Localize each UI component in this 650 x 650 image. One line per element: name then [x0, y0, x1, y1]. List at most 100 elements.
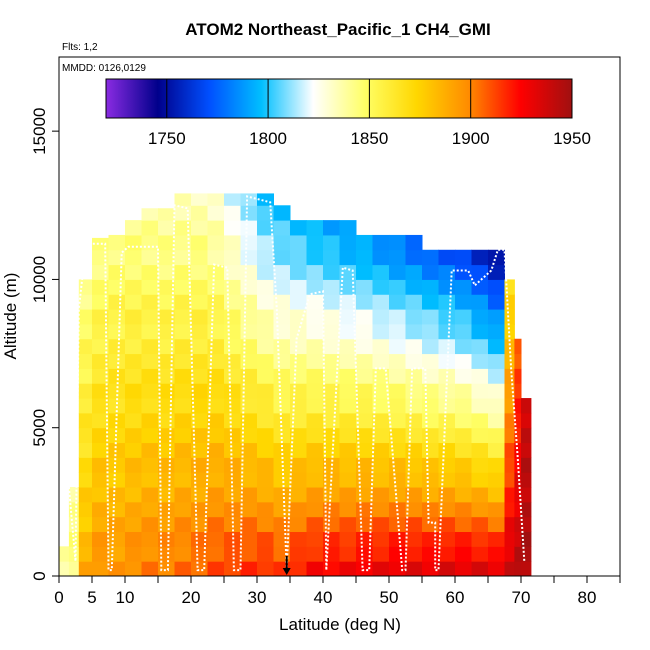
- heatmap-cell: [224, 398, 241, 414]
- heatmap-cell: [306, 279, 324, 295]
- heatmap-cell: [125, 442, 142, 458]
- heatmap-cell: [339, 412, 357, 429]
- heatmap-cell: [323, 487, 340, 503]
- heatmap-cell: [422, 531, 439, 547]
- heatmap-cell: [488, 487, 505, 503]
- heatmap-cell: [141, 546, 159, 562]
- heatmap-cell: [191, 264, 208, 280]
- heatmap-cell: [108, 353, 126, 369]
- heatmap-cell: [191, 338, 208, 355]
- heatmap-cell: [455, 472, 472, 488]
- heatmap-cell: [438, 323, 456, 340]
- heatmap-cell: [92, 501, 109, 518]
- heatmap-cell: [191, 234, 208, 251]
- heatmap-cell: [158, 220, 175, 236]
- latitude-marker: [282, 556, 291, 575]
- heatmap-cell: [240, 472, 258, 488]
- heatmap-cell: [356, 457, 373, 473]
- heatmap-cell: [257, 472, 274, 488]
- heatmap-cell: [372, 309, 390, 325]
- chart-title: ATOM2 Northeast_Pacific_1 CH4_GMI: [185, 20, 490, 39]
- heatmap-cell: [141, 383, 159, 399]
- heatmap-cell: [290, 546, 307, 562]
- heatmap-cell: [389, 383, 406, 399]
- heatmap-cell: [78, 368, 93, 384]
- heatmap-cell: [257, 546, 274, 562]
- heatmap-cells: [59, 193, 532, 576]
- heatmap-cell: [257, 398, 274, 414]
- heatmap-cell: [257, 279, 274, 295]
- heatmap-cell: [224, 309, 241, 325]
- heatmap-cell: [306, 234, 324, 251]
- heatmap-cell: [257, 427, 274, 444]
- heatmap-cell: [207, 383, 225, 399]
- heatmap-cell: [141, 264, 159, 280]
- heatmap-cell: [125, 249, 142, 266]
- heatmap-cell: [455, 516, 472, 533]
- heatmap-cell: [108, 531, 126, 547]
- heatmap-cell: [68, 546, 80, 562]
- heatmap-cell: [174, 205, 192, 221]
- heatmap-cell: [504, 368, 515, 384]
- heatmap-cell: [372, 561, 390, 576]
- heatmap-cell: [504, 457, 515, 473]
- heatmap-cell: [521, 531, 532, 547]
- heatmap-cell: [514, 383, 522, 399]
- heatmap-cell: [174, 234, 192, 251]
- heatmap-cell: [521, 398, 532, 414]
- heatmap-cell: [207, 279, 225, 295]
- heatmap-cell: [514, 487, 522, 503]
- heatmap-cell: [405, 234, 423, 251]
- heatmap-cell: [257, 338, 274, 355]
- heatmap-cell: [273, 338, 291, 355]
- heatmap-cell: [389, 264, 406, 280]
- heatmap-cell: [339, 323, 357, 340]
- heatmap-cell: [514, 353, 522, 369]
- x-tick-label: 70: [512, 588, 531, 607]
- heatmap-cell: [504, 412, 515, 429]
- heatmap-cell: [422, 279, 439, 295]
- heatmap-cell: [521, 516, 532, 533]
- heatmap-cell: [372, 323, 390, 340]
- y-tick-label: 5000: [30, 409, 49, 447]
- heatmap-cell: [438, 472, 456, 488]
- heatmap-cell: [405, 383, 423, 399]
- heatmap-cell: [92, 516, 109, 533]
- heatmap-cell: [78, 398, 93, 414]
- heatmap-cell: [257, 383, 274, 399]
- heatmap-cell: [405, 398, 423, 414]
- heatmap-cell: [504, 561, 515, 576]
- heatmap-cell: [141, 353, 159, 369]
- heatmap-cell: [389, 531, 406, 547]
- heatmap-cell: [191, 501, 208, 518]
- heatmap-cell: [306, 561, 324, 576]
- colorbar-tick-label: 1750: [148, 129, 186, 148]
- heatmap-cell: [141, 531, 159, 547]
- heatmap-cell: [438, 487, 456, 503]
- heatmap-cell: [422, 383, 439, 399]
- heatmap-cell: [405, 501, 423, 518]
- heatmap-cell: [191, 516, 208, 533]
- heatmap-cell: [339, 487, 357, 503]
- heatmap-cell: [471, 398, 489, 414]
- heatmap-cell: [504, 309, 515, 325]
- heatmap-cell: [273, 487, 291, 503]
- heatmap-cell: [224, 516, 241, 533]
- heatmap-cell: [207, 309, 225, 325]
- heatmap-cell: [92, 309, 109, 325]
- heatmap-cell: [240, 427, 258, 444]
- heatmap-cell: [273, 368, 291, 384]
- heatmap-cell: [471, 338, 489, 355]
- heatmap-cell: [356, 249, 373, 266]
- heatmap-cell: [339, 442, 357, 458]
- heatmap-cell: [356, 487, 373, 503]
- heatmap-cell: [207, 561, 225, 576]
- heatmap-cell: [504, 531, 515, 547]
- heatmap-cell: [438, 442, 456, 458]
- colorbar-gradient: [105, 78, 573, 119]
- heatmap-cell: [240, 220, 258, 236]
- heatmap-cell: [273, 220, 291, 236]
- heatmap-cell: [108, 309, 126, 325]
- heatmap-cell: [471, 383, 489, 399]
- heatmap-cell: [174, 323, 192, 340]
